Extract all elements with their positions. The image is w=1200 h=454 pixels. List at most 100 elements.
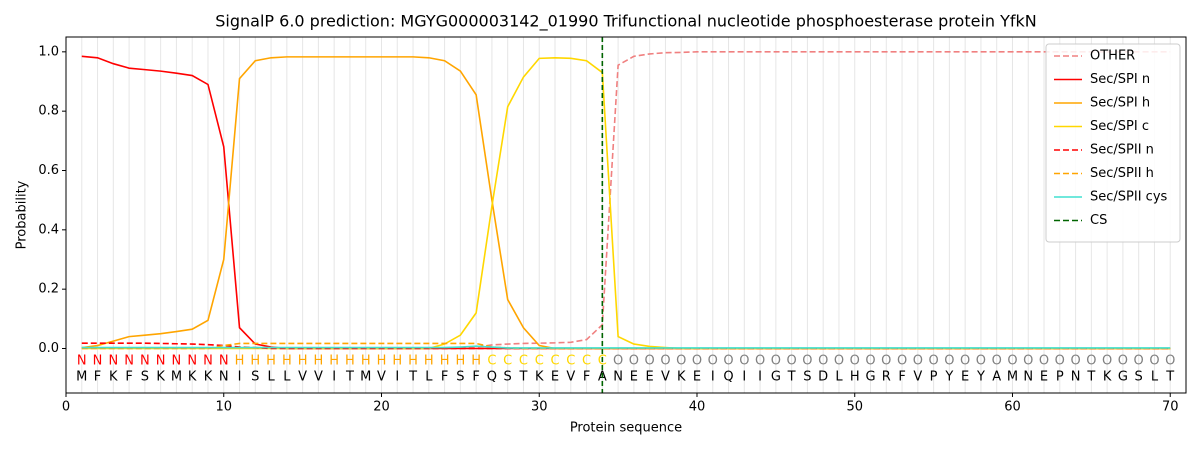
region-label: O	[1039, 354, 1049, 369]
legend-label: Sec/SPI c	[1090, 119, 1149, 134]
region-label: H	[250, 354, 260, 369]
legend-label: Sec/SPII cys	[1090, 190, 1168, 205]
residue: E	[630, 370, 638, 385]
region-label: O	[897, 354, 907, 369]
region-label: O	[1055, 354, 1065, 369]
legend-box	[1045, 43, 1181, 243]
residue: M	[1007, 370, 1018, 385]
region-label: N	[108, 354, 118, 369]
residue: E	[693, 370, 701, 385]
residue: V	[913, 370, 922, 385]
region-label: C	[550, 354, 559, 369]
region-label: O	[1165, 354, 1175, 369]
legend-label: Sec/SPII n	[1090, 143, 1154, 158]
residue: I	[238, 370, 242, 385]
residue: M	[171, 370, 182, 385]
residue: V	[661, 370, 670, 385]
y-axis-label: Probability	[15, 180, 30, 249]
region-label: H	[282, 354, 292, 369]
region-label: O	[708, 354, 718, 369]
residue: S	[456, 370, 464, 385]
legend-label: Sec/SPII h	[1090, 166, 1154, 181]
region-label: H	[314, 354, 324, 369]
region-label: N	[140, 354, 150, 369]
residue: T	[408, 370, 417, 385]
residue: L	[267, 370, 275, 385]
residue: F	[125, 370, 132, 385]
x-tick-label: 60	[1004, 400, 1021, 415]
region-label: N	[77, 354, 87, 369]
residue: S	[251, 370, 259, 385]
residue: S	[1135, 370, 1143, 385]
region-label: N	[203, 354, 213, 369]
residue: K	[204, 370, 213, 385]
residue: F	[441, 370, 448, 385]
residue: R	[882, 370, 891, 385]
residue: H	[850, 370, 860, 385]
residue: E	[1040, 370, 1048, 385]
region-label: O	[660, 354, 670, 369]
region-label: O	[818, 354, 828, 369]
region-label: H	[455, 354, 465, 369]
residue: N	[1023, 370, 1033, 385]
x-tick-label: 20	[373, 400, 390, 415]
region-label: O	[1023, 354, 1033, 369]
residue: T	[1086, 370, 1095, 385]
region-label: H	[440, 354, 450, 369]
region-label: O	[787, 354, 797, 369]
residue: S	[504, 370, 512, 385]
residue: D	[818, 370, 828, 385]
chart-title: SignalP 6.0 prediction: MGYG000003142_01…	[215, 12, 1037, 32]
region-label: C	[535, 354, 544, 369]
region-label: O	[1134, 354, 1144, 369]
region-label: O	[1070, 354, 1080, 369]
x-tick-label: 10	[215, 400, 232, 415]
x-tick-label: 0	[62, 400, 70, 415]
residue: F	[472, 370, 479, 385]
residue: T	[345, 370, 354, 385]
residue: E	[646, 370, 654, 385]
region-label: N	[187, 354, 197, 369]
region-label: O	[992, 354, 1002, 369]
residue: S	[141, 370, 149, 385]
region-label: O	[865, 354, 875, 369]
residue: Q	[723, 370, 733, 385]
region-label: O	[802, 354, 812, 369]
region-label: O	[645, 354, 655, 369]
residue: K	[1103, 370, 1112, 385]
residue: N	[1071, 370, 1081, 385]
region-label: N	[219, 354, 229, 369]
legend-label: CS	[1090, 213, 1107, 228]
residue: Q	[487, 370, 497, 385]
region-label: O	[1007, 354, 1017, 369]
region-label: H	[235, 354, 245, 369]
residue: V	[377, 370, 386, 385]
region-label: N	[124, 354, 134, 369]
residue: K	[156, 370, 165, 385]
region-label: H	[392, 354, 402, 369]
region-label: O	[928, 354, 938, 369]
residue: I	[395, 370, 399, 385]
residue: F	[94, 370, 101, 385]
residue: P	[930, 370, 938, 385]
residue: T	[787, 370, 796, 385]
region-label: N	[156, 354, 166, 369]
region-label: O	[834, 354, 844, 369]
region-label: O	[1102, 354, 1112, 369]
plot-frame	[65, 36, 1187, 394]
residue: K	[535, 370, 544, 385]
region-label: O	[850, 354, 860, 369]
residue: L	[425, 370, 433, 385]
residue: P	[1056, 370, 1064, 385]
series-line	[81, 345, 1171, 349]
residue: I	[332, 370, 336, 385]
region-label: H	[298, 354, 308, 369]
y-tick-label: 0.2	[38, 282, 59, 297]
y-tick-label: 1.0	[38, 44, 59, 59]
x-tick-label: 30	[531, 400, 548, 415]
residue: K	[677, 370, 686, 385]
region-label: H	[377, 354, 387, 369]
residue: N	[219, 370, 229, 385]
